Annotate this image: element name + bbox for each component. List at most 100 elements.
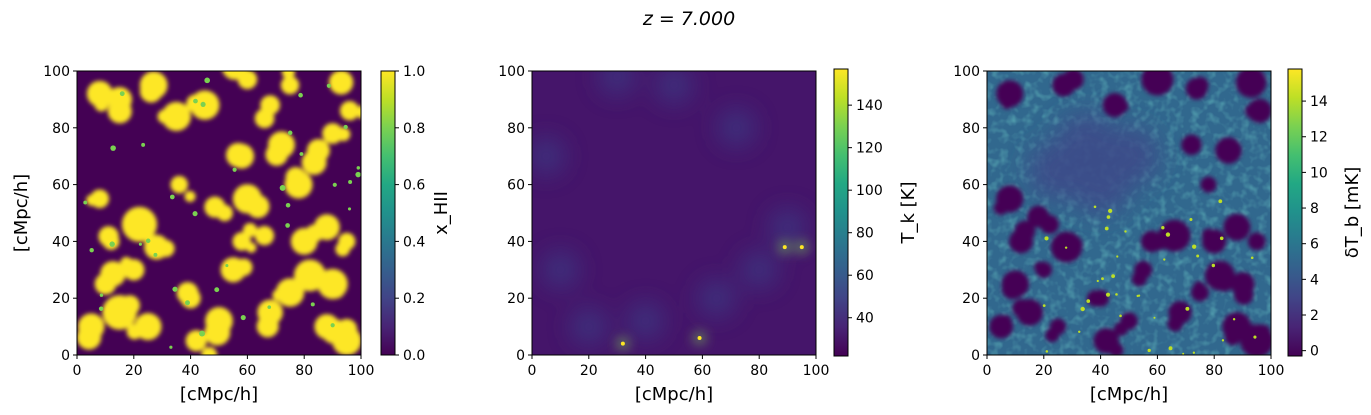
colorbar-tick-label: 8 (1310, 201, 1319, 217)
speck (1250, 256, 1254, 260)
ionized-bubbles (77, 71, 361, 355)
y-tick-label: 40 (52, 234, 70, 250)
bubble (336, 318, 358, 340)
speck (1111, 274, 1116, 279)
haze-patch (542, 251, 579, 288)
bubble (225, 142, 251, 168)
bubble (86, 194, 98, 206)
x-tick-label: 0 (983, 363, 992, 379)
y-tick-label: 0 (971, 348, 980, 364)
x-tick-label: 80 (1205, 363, 1223, 379)
y-axis-label: [cMpc/h] (11, 174, 32, 252)
speck (1192, 244, 1197, 249)
bubble-dot (119, 91, 125, 97)
x-tick-label: 100 (1258, 363, 1285, 379)
bubble (301, 150, 327, 175)
bubble (242, 223, 258, 238)
bubble-dot (110, 145, 116, 151)
bubble-dot (193, 98, 198, 104)
bubble-dot (299, 152, 304, 156)
bubble-dot (153, 252, 158, 257)
x-axis-label: [cMpc/h] (1090, 384, 1168, 405)
bubble (77, 325, 102, 350)
bubble (125, 217, 144, 236)
plot-frame (531, 70, 817, 356)
y-tick-label: 80 (52, 121, 70, 137)
chart-panel-2: 0 20 40 60 80 100 0 20 40 60 80 100 [cMpc/h] 40 60 80 10… (498, 64, 919, 405)
y-tick-label: 60 (507, 178, 525, 194)
hole (1062, 71, 1084, 90)
y-tick-label: 20 (507, 291, 525, 307)
bubble-dot (169, 345, 173, 349)
x-tick-label: 40 (637, 363, 655, 379)
hole (1147, 78, 1161, 92)
bubble (246, 242, 257, 253)
y-tick-label: 20 (962, 291, 980, 307)
hole (1061, 235, 1083, 256)
x-tick-label: 60 (238, 363, 256, 379)
hole (1226, 145, 1238, 157)
speck (1192, 351, 1196, 354)
bubble (281, 71, 295, 79)
hole (1257, 324, 1270, 338)
colorbar-tick-label: 0.0 (403, 348, 425, 364)
colorbar-label: x_HII (431, 191, 452, 235)
speck (1221, 339, 1225, 342)
bubble-dot (214, 287, 220, 293)
colorbar: 40 60 80 100 120 140 T_k [K] (833, 68, 919, 357)
hot-spot-core (697, 335, 702, 340)
hole (1185, 136, 1199, 150)
colorbar-tick-label: 140 (856, 98, 883, 114)
x-tick-label: 0 (73, 363, 82, 379)
bubble (305, 224, 324, 243)
haze-patch (532, 138, 565, 175)
colorbar-tick-label: 100 (856, 183, 883, 199)
speck (1064, 246, 1068, 249)
bubble-dot (89, 247, 94, 253)
bubble (222, 71, 247, 80)
hole (1203, 180, 1214, 191)
bubble (280, 75, 300, 95)
cold-background (532, 71, 816, 355)
speck (1042, 304, 1046, 308)
bubble (328, 282, 345, 299)
speck (1045, 350, 1049, 353)
bubble (157, 109, 172, 124)
hole (1225, 217, 1246, 239)
bubble-dot (232, 167, 237, 172)
y-tick-label: 100 (498, 64, 525, 80)
plot-frame (986, 70, 1272, 356)
y-tick-label: 60 (52, 178, 70, 194)
heatmap-image (987, 71, 1271, 355)
x-tick-label: 80 (750, 363, 768, 379)
bubble (184, 190, 196, 202)
colorbar-tick-label: 80 (856, 226, 874, 242)
hole (1045, 328, 1060, 343)
bubble (335, 241, 351, 257)
colorbar-gradient (380, 70, 396, 356)
speck (1218, 199, 1223, 204)
speck (1044, 236, 1049, 241)
speck (1078, 330, 1081, 334)
y-tick-label: 20 (52, 291, 70, 307)
colorbar-tick-label: 10 (1310, 165, 1328, 181)
bubble-dot (204, 77, 211, 84)
colorbar-tick-label: 40 (856, 311, 874, 327)
bubble-dot (326, 83, 331, 88)
y-tick-label: 80 (962, 121, 980, 137)
bubble-dot (99, 293, 104, 297)
hole (1167, 316, 1183, 332)
hole (1131, 271, 1147, 287)
speck (1080, 306, 1085, 312)
hole (1214, 272, 1234, 292)
bubble (275, 278, 305, 307)
hole (1202, 228, 1216, 242)
hole (1000, 315, 1012, 327)
colorbar-gradient (833, 68, 849, 357)
hole (1141, 71, 1174, 96)
bubble (157, 239, 175, 257)
haze-patch (599, 71, 636, 95)
bubble (339, 101, 360, 121)
bubble (161, 101, 191, 132)
